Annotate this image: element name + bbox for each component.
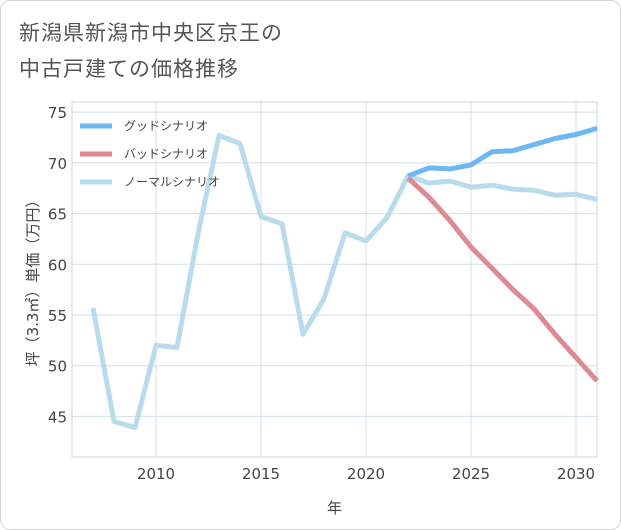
chart-title-line-1: 新潟県新潟市中央区京王の — [19, 21, 283, 45]
grid — [71, 101, 598, 458]
series-line-2 — [90, 133, 598, 431]
x-tick-label: 2010 — [137, 465, 175, 483]
legend-label[interactable]: グッドシナリオ — [124, 119, 208, 133]
x-tick-label: 2030 — [557, 465, 595, 483]
tick-labels: 2010 2015 2020 2025 2030 45 50 55 60 65 70 75 — [48, 104, 595, 483]
legend-label[interactable]: ノーマルシナリオ — [124, 175, 220, 189]
x-axis-label: 年 — [327, 499, 342, 517]
x-tick-label: 2025 — [452, 465, 490, 483]
y-tick-label: 70 — [48, 155, 67, 173]
y-tick-label: 55 — [48, 307, 67, 325]
series-line-1 — [406, 176, 599, 383]
y-tick-label: 65 — [48, 206, 67, 224]
x-tick-label: 2020 — [347, 465, 385, 483]
plot-frame — [71, 101, 598, 458]
series-line-0 — [407, 125, 598, 179]
y-tick-label: 45 — [48, 408, 67, 426]
x-tick-label: 2015 — [242, 465, 280, 483]
y-tick-label: 50 — [48, 358, 67, 376]
series-layer — [90, 125, 599, 431]
y-tick-label: 75 — [48, 104, 67, 122]
chart-title: 新潟県新潟市中央区京王の 中古戸建ての価格推移 — [19, 15, 283, 87]
legend-label[interactable]: バッドシナリオ — [124, 147, 208, 161]
y-axis-label: 坪（3.3㎡）単価（万円） — [24, 193, 42, 367]
chart-title-line-2: 中古戸建ての価格推移 — [19, 57, 239, 81]
y-tick-label: 60 — [48, 256, 67, 274]
